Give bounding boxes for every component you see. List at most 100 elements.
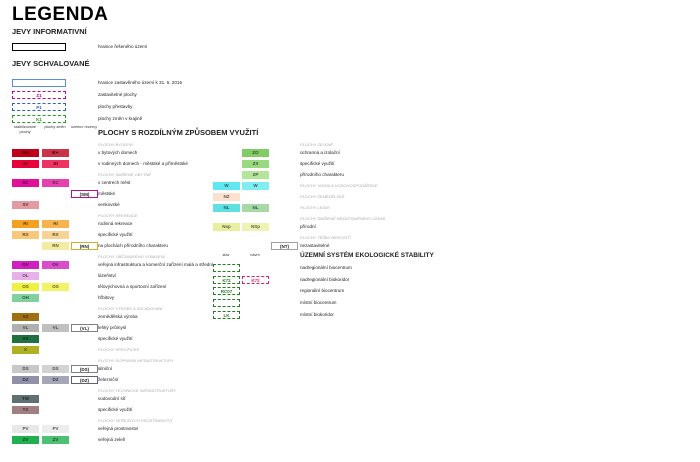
swatch: OS	[12, 283, 39, 291]
swatch: PV	[12, 425, 39, 433]
swatch: (SM)	[71, 190, 98, 198]
legend-label: plochy změn v krajině	[98, 116, 143, 121]
swatch: W	[213, 182, 240, 190]
legend-label: vodovodní síť	[98, 396, 126, 401]
swatch: DZ	[42, 376, 69, 384]
swatch: TW	[12, 395, 39, 403]
swatch: DS	[12, 365, 39, 373]
legend-label: specifické využití	[300, 161, 335, 166]
boundary-symbol	[12, 43, 66, 51]
swatch	[213, 264, 240, 272]
swatch: PV	[42, 425, 69, 433]
swatch: OH	[12, 294, 39, 302]
column-header: návrh	[250, 253, 260, 257]
legend-label: ochranná a izolační	[300, 150, 340, 155]
swatch: W	[242, 182, 269, 190]
group-heading: PLOCHY SMÍŠENÉ NEZASTAVĚNÉHO ÚZEMÍ	[300, 216, 385, 221]
group-heading: PLOCHY SMÍŠENÉ OBYTNÉ	[98, 172, 152, 177]
swatch: VL	[12, 324, 39, 332]
swatch: SC	[42, 179, 69, 187]
swatch: TX	[12, 406, 39, 414]
swatch: OL	[12, 272, 39, 280]
boundary-symbol: Z1	[12, 91, 66, 99]
swatch: ZX	[242, 160, 269, 168]
swatch: X	[12, 346, 39, 354]
swatch: OV	[12, 261, 39, 269]
swatch: ZO	[242, 149, 269, 157]
legend-label: veřejná infrastruktura a komerční zaříze…	[98, 262, 214, 267]
swatch: K72	[242, 275, 269, 284]
legend-label: tělovýchovná a sportovní zařízení	[98, 284, 167, 289]
group-heading: PLOCHY OBČANSKÉHO VYBAVENÍ	[98, 254, 165, 259]
swatch: BH	[42, 149, 69, 157]
section-heading: ÚZEMNÍ SYSTÉM EKOLOGICKÉ STABILITY	[300, 252, 434, 259]
legend-label: hřbitovy	[98, 295, 115, 300]
section-heading: JEVY INFORMATIVNÍ	[12, 27, 87, 36]
group-heading: PLOCHY ZELENĚ	[300, 142, 334, 147]
swatch: (DS)	[71, 365, 98, 373]
legend-title: LEGENDA	[12, 4, 109, 25]
swatch: RN	[42, 242, 69, 250]
legend-label: rodinná rekreace	[98, 221, 133, 226]
swatch: DS	[42, 365, 69, 373]
swatch: NZ	[213, 193, 240, 201]
legend-label: nadregionální biocentrum	[300, 265, 352, 270]
swatch: RX	[42, 231, 69, 239]
group-heading: PLOCHY ZEMĚDĚLSKÉ	[300, 194, 345, 199]
legend-label: přírodní	[300, 224, 316, 229]
boundary-symbol: K1	[12, 115, 66, 123]
swatch: VX	[12, 335, 39, 343]
legend-label: lázeňství	[98, 273, 117, 278]
swatch: NSp	[242, 223, 269, 231]
legend-label: silniční	[98, 366, 113, 371]
group-heading: PLOCHY VODNÍ A VODOHOSPODÁŘSKÉ	[300, 183, 378, 188]
swatch: OS	[42, 283, 69, 291]
swatch: BI	[42, 160, 69, 168]
legend-label: zemědělská výroba	[98, 314, 138, 319]
swatch: ZV	[12, 436, 39, 444]
legend-label: přírodního charakteru	[300, 172, 344, 177]
swatch: (NT)	[271, 242, 298, 250]
legend-label: zastavitelné plochy	[98, 92, 137, 97]
legend-label: specifické využití	[98, 232, 133, 237]
column-header: územní rezervy	[71, 125, 97, 129]
legend-label: veřejná prostranství	[98, 426, 139, 431]
legend-label: veřejná zeleň	[98, 437, 126, 442]
legend-label: specifické využití	[98, 407, 133, 412]
swatch: OV	[42, 261, 69, 269]
group-heading: PLOCHY BYDLENÍ	[98, 142, 133, 147]
column-header: plochy změn	[44, 125, 66, 129]
legend-label: specifické využití	[98, 336, 133, 341]
swatch: Nsp	[213, 223, 240, 231]
group-heading: PLOCHY REKREACE	[98, 213, 138, 218]
group-heading: PLOCHY DOPRAVNÍ INFRASTRUKTURY	[98, 358, 174, 363]
swatch: RI	[12, 220, 39, 228]
swatch: VL	[42, 324, 69, 332]
swatch: DZ	[12, 376, 39, 384]
group-heading: PLOCHY TĚŽBY NEROSTŮ	[300, 235, 351, 240]
legend-label: hranice řešeného území	[98, 44, 148, 49]
group-heading: PLOCHY VÝROBY A SKLADOVÁNÍ	[98, 306, 163, 311]
boundary-symbol: P1	[12, 103, 66, 111]
swatch: LK	[213, 310, 240, 319]
legend-label: hranice zastavěného území k 31. 5. 2016	[98, 80, 183, 85]
legend-label: místní biokoridor	[300, 311, 334, 317]
legend-label: v bytových domech	[98, 150, 138, 155]
legend-label: městské	[98, 191, 116, 196]
legend-label: nadregionální biokoridor	[300, 276, 350, 282]
swatch: K72	[213, 275, 240, 284]
section-heading: PLOCHY S ROZDÍLNÝM ZPŮSOBEM VYUŽITÍ	[98, 128, 259, 137]
legend-label: železniční	[98, 377, 119, 382]
swatch: RI	[42, 220, 69, 228]
legend-label: v centrech měst	[98, 180, 131, 185]
swatch: NL	[242, 204, 269, 212]
legend-label: místní biocentrum	[300, 300, 337, 306]
legend-label: v rodinných domech - městské a příměstsk…	[98, 161, 188, 166]
column-header: stabilizované plochy	[14, 125, 36, 134]
legend-label: nezastavitelné	[300, 243, 330, 248]
swatch: (VL)	[71, 324, 98, 332]
swatch: ZP	[242, 171, 269, 179]
swatch: RC07	[213, 287, 240, 296]
swatch: ZV	[42, 436, 69, 444]
swatch: RX	[12, 231, 39, 239]
